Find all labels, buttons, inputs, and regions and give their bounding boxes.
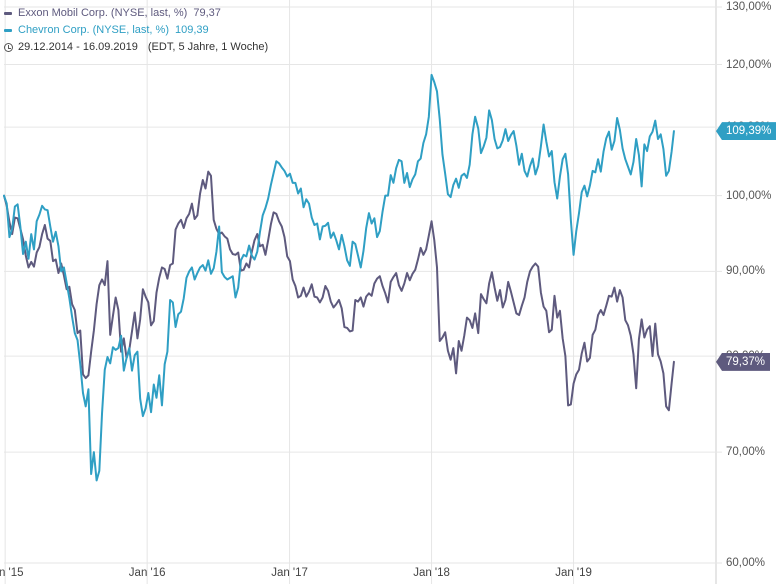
legend-item-chevron[interactable]: Chevron Corp. (NYSE, last, %) 109,39 bbox=[4, 22, 268, 39]
y-tick-label: 120,00% bbox=[726, 58, 772, 71]
end-value-tag-chevron: 109,39% bbox=[716, 122, 777, 141]
x-tick-label: Jan '16 bbox=[128, 567, 166, 579]
legend-swatch-chevron bbox=[4, 29, 12, 32]
x-tick-label: Jan '18 bbox=[413, 567, 450, 579]
y-tick-label: 130,00% bbox=[726, 1, 772, 13]
series-line-chevron bbox=[3, 73, 675, 482]
legend-label-chevron: Chevron Corp. (NYSE, last, %) bbox=[18, 24, 169, 36]
end-value-tag-exxon: 79,37% bbox=[716, 352, 771, 371]
legend-swatch-exxon bbox=[4, 12, 12, 15]
x-tick-label: Jan '17 bbox=[271, 567, 308, 579]
clock-icon bbox=[4, 43, 13, 52]
legend-value-exxon: 79,37 bbox=[193, 7, 221, 19]
y-tick-label: 60,00% bbox=[726, 557, 766, 569]
series-layer bbox=[3, 73, 675, 482]
grid-layer bbox=[4, 0, 722, 584]
series-line-exxon bbox=[3, 170, 675, 412]
legend-label-exxon: Exxon Mobil Corp. (NYSE, last, %) bbox=[18, 7, 188, 19]
legend: Exxon Mobil Corp. (NYSE, last, %) 79,37 … bbox=[4, 5, 268, 56]
y-tick-label: 70,00% bbox=[726, 446, 766, 459]
y-tick-label: 90,00% bbox=[726, 265, 766, 278]
x-tick-label: Jan '15 bbox=[0, 567, 24, 579]
x-tick-label: Jan '19 bbox=[555, 567, 592, 579]
legend-item-exxon[interactable]: Exxon Mobil Corp. (NYSE, last, %) 79,37 bbox=[4, 5, 268, 22]
timerange-text: 29.12.2014 - 16.09.2019 bbox=[18, 41, 138, 53]
y-tick-label: 100,00% bbox=[726, 189, 772, 202]
legend-value-chevron: 109,39 bbox=[175, 24, 209, 36]
legend-timerange: 29.12.2014 - 16.09.2019 (EDT, 5 Jahre, 1… bbox=[4, 39, 268, 56]
period-text: (EDT, 5 Jahre, 1 Woche) bbox=[147, 41, 269, 53]
